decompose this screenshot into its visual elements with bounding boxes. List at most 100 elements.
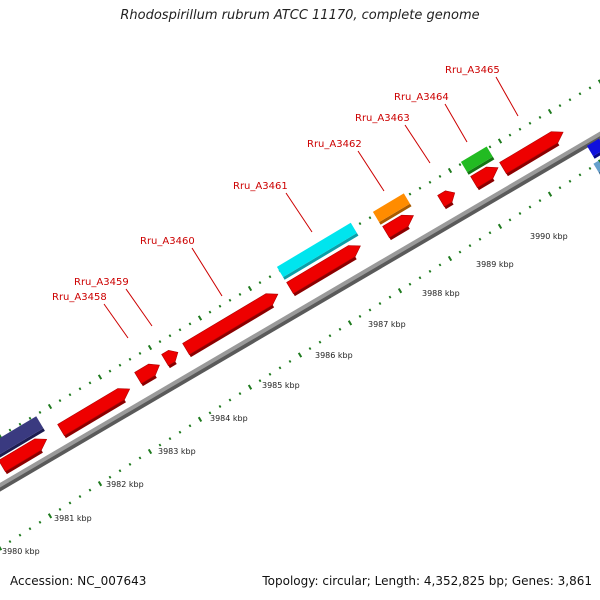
map-title: Rhodospirillum rubrum ATCC 11170, comple…	[120, 8, 480, 23]
gene-label[interactable]: Rru_A3463	[355, 113, 410, 124]
gene-label[interactable]: Rru_A3458	[52, 292, 107, 303]
gene-blue-shade	[593, 152, 600, 159]
gene-arrow	[470, 166, 499, 188]
gene-arrow	[134, 363, 160, 384]
gene-label[interactable]: Rru_A3465	[445, 65, 500, 76]
gene-label[interactable]: Rru_A3459	[74, 277, 129, 288]
inner-tick-mark	[347, 320, 353, 326]
inner-tick-mark	[558, 186, 562, 190]
inner-tick-mark	[478, 237, 482, 241]
backbone-layer	[0, 131, 600, 492]
gene-label-leader	[103, 303, 129, 339]
inner-tick-mark	[368, 308, 372, 312]
gene-green-shade	[467, 156, 495, 175]
gene-arrow-shade	[506, 142, 560, 177]
inner-tick-mark	[188, 424, 192, 428]
gene-label-leader	[404, 124, 431, 164]
inner-tick-mark	[108, 475, 112, 479]
inner-tick-mark	[97, 481, 103, 487]
outer-tick-mark	[568, 98, 572, 102]
gene-arrow-shade	[389, 226, 410, 241]
outer-tick-mark	[38, 410, 42, 414]
inner-tick-mark	[497, 223, 503, 229]
outer-tick-mark	[458, 163, 462, 167]
inner-tick-mark	[468, 244, 472, 248]
inner-tick-track: 3980 kbp 3981 kbp 3982 kbp 3983 kbp 3984 kbp…	[0, 159, 600, 556]
inner-tick-mark	[578, 173, 582, 177]
outer-tick-mark	[438, 174, 442, 178]
inner-tick-mark	[238, 392, 242, 396]
gene-label[interactable]: Rru_A3464	[394, 92, 449, 103]
gene-orange-shade	[379, 203, 412, 225]
inner-tick-mark	[78, 495, 82, 499]
kbp-tick-label: 3983 kbp	[158, 447, 196, 456]
label-layer: Rru_A3458 Rru_A3459 Rru_A3460 Rru_A3461 Rru_…	[52, 65, 519, 339]
inner-tick-mark	[588, 166, 592, 170]
inner-tick-mark	[338, 327, 342, 331]
outer-tick-mark	[18, 422, 22, 426]
inner-tick-mark	[547, 191, 553, 197]
gene-arrow-shade	[64, 399, 126, 439]
outer-tick-track	[0, 79, 600, 439]
inner-tick-mark	[438, 263, 442, 267]
inner-tick-mark	[447, 255, 453, 262]
outer-tick-mark	[528, 121, 532, 125]
inner-tick-mark	[358, 314, 362, 318]
inner-tick-mark	[397, 288, 403, 294]
gene-arrow	[286, 245, 361, 294]
kbp-tick-label: 3982 kbp	[106, 480, 144, 489]
outer-tick-mark	[88, 381, 92, 385]
outer-tick-mark	[368, 216, 372, 220]
inner-tick-mark	[418, 276, 422, 280]
inner-tick-mark	[8, 540, 12, 544]
outer-tick-mark	[578, 92, 582, 96]
inner-tick-mark	[308, 347, 312, 351]
outer-tick-mark	[47, 403, 53, 410]
outer-tick-mark	[8, 428, 12, 432]
inner-tick-mark	[278, 366, 282, 370]
gene-arrow-shade	[168, 361, 177, 369]
gene-green	[460, 146, 493, 173]
inner-tick-mark	[518, 211, 522, 215]
inner-tick-mark	[178, 430, 182, 434]
outer-tick-mark	[68, 393, 72, 397]
inner-tick-mark	[0, 546, 3, 551]
gene-arrow-shade	[189, 304, 275, 358]
gene-arrow	[0, 438, 48, 472]
gene-label-leader	[191, 247, 223, 297]
inner-tick-mark	[388, 295, 392, 299]
outer-tick-mark	[258, 281, 262, 285]
gene-label[interactable]: Rru_A3461	[233, 181, 288, 192]
inner-tick-mark	[68, 501, 72, 505]
gene-arrow	[57, 388, 131, 436]
inner-tick-mark	[88, 488, 92, 492]
gene-label-leader	[285, 192, 313, 233]
outer-tick-mark	[228, 298, 232, 302]
gene-label-leader	[444, 103, 468, 143]
inner-tick-mark	[247, 384, 253, 390]
outer-tick-mark	[538, 115, 542, 119]
inner-tick-mark	[38, 520, 42, 524]
gene-arrow	[161, 350, 179, 366]
gene-label-leader	[495, 76, 519, 117]
outer-tick-mark	[78, 387, 82, 391]
inner-tick-mark	[258, 379, 262, 383]
inner-tick-mark	[197, 416, 203, 422]
gene-label[interactable]: Rru_A3460	[140, 236, 195, 247]
kbp-tick-label: 3981 kbp	[54, 514, 92, 523]
inner-tick-mark	[297, 352, 303, 358]
outer-tick-mark	[238, 292, 242, 296]
gene-arrow	[382, 214, 414, 238]
accession-text: Accession: NC_007643	[10, 574, 147, 588]
inner-tick-mark	[428, 269, 432, 273]
outer-tick-mark	[158, 340, 162, 344]
inner-tick-mark	[268, 372, 272, 376]
gene-arrow-shade	[141, 375, 157, 387]
outer-tick-mark	[208, 310, 212, 314]
outer-tick-mark	[108, 369, 112, 373]
gene-label[interactable]: Rru_A3462	[307, 139, 362, 150]
backbone-shadow	[0, 133, 600, 492]
outer-tick-mark	[508, 133, 512, 137]
gene-arrow-shade	[444, 201, 454, 210]
outer-tick-mark	[497, 138, 503, 144]
